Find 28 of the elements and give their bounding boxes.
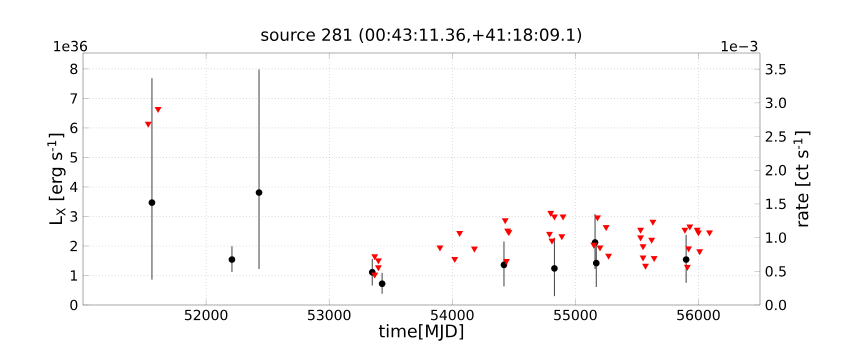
y-tick-label: 2: [70, 240, 77, 252]
text: 1e−3: [722, 40, 758, 52]
chart-title: source 281 (00:43:11.36,+41:18:09.1): [261, 28, 582, 43]
x-tick-label: 53000: [308, 310, 350, 320]
y2-tick-label: 0.5: [766, 266, 786, 277]
y-tick-label: 6: [70, 122, 78, 134]
y-tick-label: 5: [70, 152, 78, 163]
y2-tick-label: 3.5: [766, 64, 786, 74]
x-tick-label: 55000: [554, 310, 597, 320]
y-tick-label: 0: [70, 300, 78, 310]
y-tick-label: 8: [70, 64, 78, 74]
x-axis-title: time[MJD]: [378, 324, 464, 341]
y-tick-label: 3: [70, 211, 78, 222]
y2-tick-label: 1.0: [766, 232, 786, 243]
y2-tick-label: 2.5: [766, 131, 786, 142]
y2-tick-label: 2.0: [766, 164, 786, 176]
x-tick-label: 56000: [677, 310, 720, 320]
y-axis-title: L$_{X}$ [erg s$^{-1}$]: [47, 134, 66, 224]
x-tick-label: 54000: [431, 310, 474, 320]
x-tick-label: 52000: [184, 310, 228, 320]
y-tick-label: 4: [70, 182, 78, 192]
y2-axis-title: rate [ct s$^{-1}$]: [793, 132, 810, 226]
text: 1e36: [54, 40, 88, 52]
y-tick-label: 7: [70, 93, 78, 104]
y2-tick-label: 3.0: [766, 98, 786, 108]
y2-tick-label: 1.5: [766, 198, 786, 210]
y-tick-label: 1: [70, 270, 78, 281]
y2-tick-label: 0.0: [766, 300, 786, 310]
